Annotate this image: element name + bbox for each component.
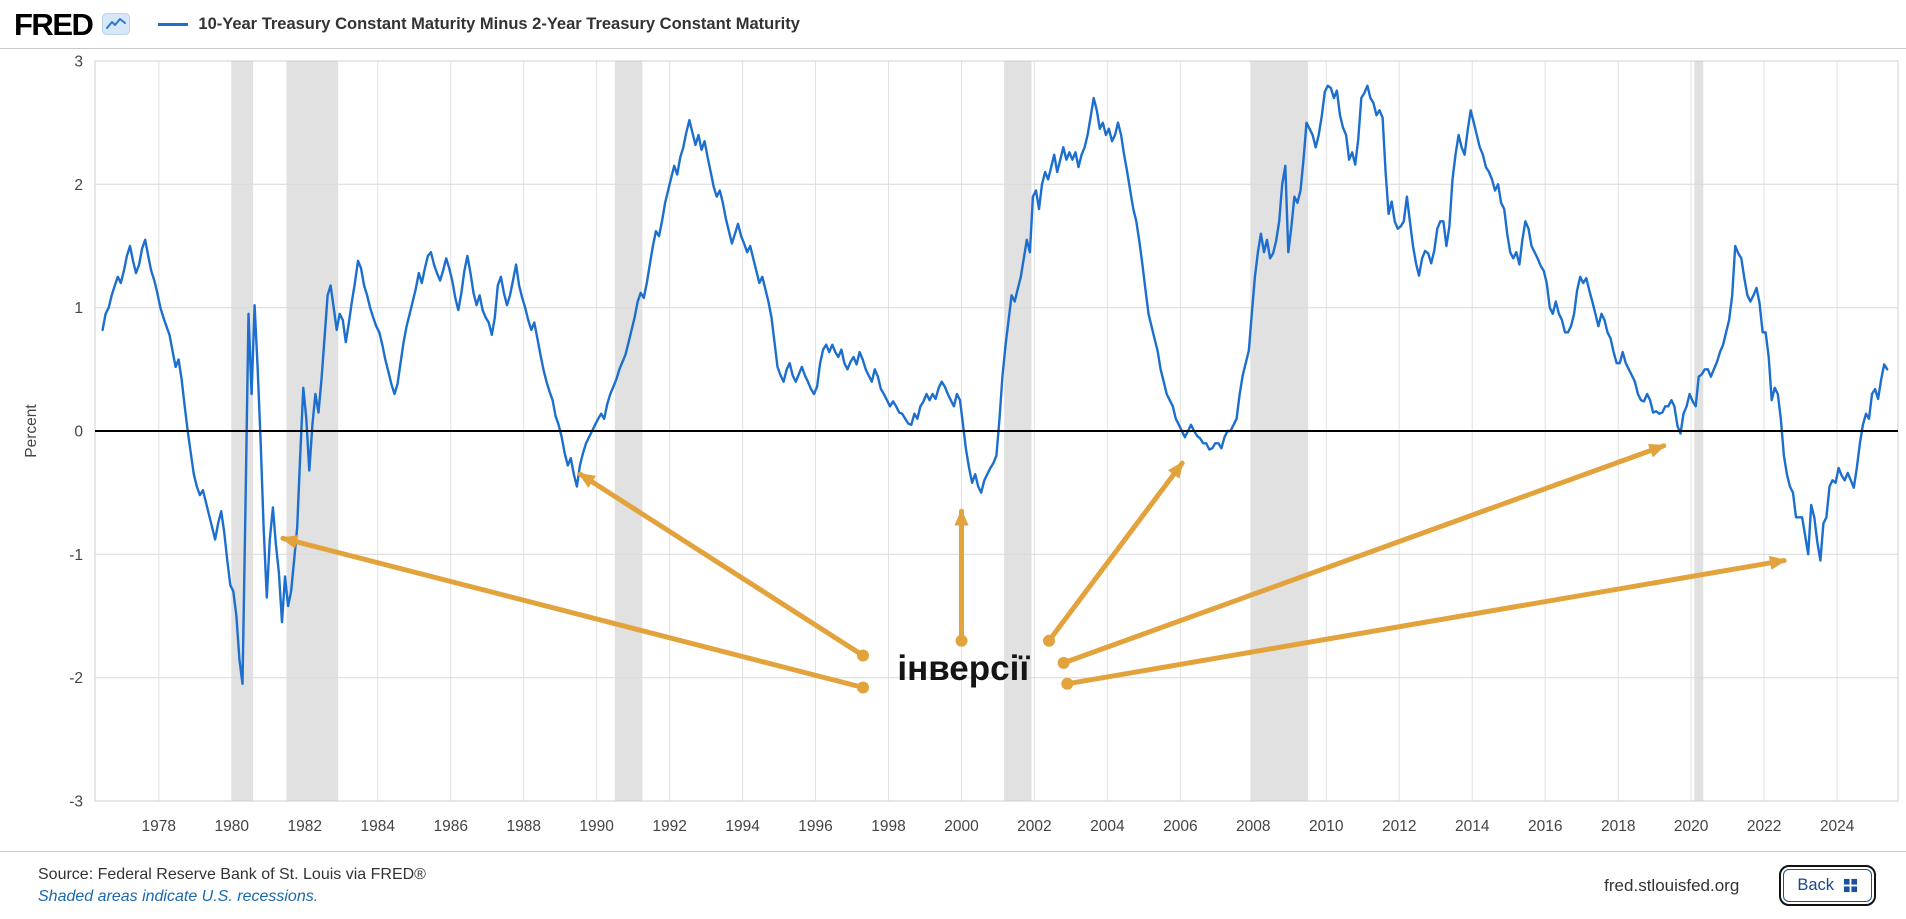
x-tick-label: 1986 <box>433 818 467 835</box>
annotation-arrow <box>1046 460 1185 644</box>
x-tick-label: 1998 <box>871 818 905 835</box>
series-line <box>101 84 1889 685</box>
annotation-arrow <box>1064 555 1787 687</box>
y-tick-label: 1 <box>74 300 83 317</box>
back-button[interactable]: Back <box>1779 865 1876 906</box>
fred-logo-text: FRED <box>14 6 94 42</box>
x-tick-label: 2002 <box>1017 818 1051 835</box>
x-tick-label: 2010 <box>1309 818 1344 835</box>
source-text: Source: Federal Reserve Bank of St. Loui… <box>38 865 426 883</box>
y-tick-label: 0 <box>74 424 83 441</box>
site-url: fred.stlouisfed.org <box>1604 875 1740 895</box>
legend-line-swatch <box>158 22 189 26</box>
y-tick-label: -3 <box>69 794 83 811</box>
annotation-dot <box>1061 677 1074 690</box>
back-icon <box>1843 878 1858 893</box>
x-tick-label: 1996 <box>798 818 832 835</box>
legend: 10-Year Treasury Constant Maturity Minus… <box>158 15 800 34</box>
annotation-label: інверсії <box>897 649 1030 688</box>
x-tick-label: 2006 <box>1163 818 1197 835</box>
y-axis-title: Percent <box>23 404 40 458</box>
x-tick-label: 2004 <box>1090 818 1125 835</box>
x-tick-label: 1982 <box>288 818 322 835</box>
back-button-label: Back <box>1797 876 1834 894</box>
x-tick-label: 2000 <box>944 818 979 835</box>
x-tick-label: 1988 <box>506 818 540 835</box>
y-tick-label: -1 <box>69 547 83 564</box>
y-tick-label: -2 <box>69 670 83 687</box>
annotation-dot <box>1057 656 1070 669</box>
y-tick-label: 2 <box>74 177 83 194</box>
x-tick-label: 2012 <box>1382 818 1416 835</box>
spread-chart[interactable]: 3 2 1 0 -1 -2 -3 1978 1980 1982 1984 1986 1988 1990 19… <box>0 49 1906 851</box>
fred-logo[interactable]: FRED <box>14 6 94 42</box>
x-tick-label: 1990 <box>579 818 614 835</box>
annotation-dot <box>857 681 869 694</box>
x-tick-label: 1992 <box>652 818 686 835</box>
chart-footer: Source: Federal Reserve Bank of St. Loui… <box>0 851 1906 919</box>
x-tick-label: 1978 <box>142 818 176 835</box>
x-tick-label: 2008 <box>1236 818 1270 835</box>
x-tick-label: 2024 <box>1820 818 1855 835</box>
annotation-arrow <box>577 471 866 658</box>
annotation-arrow <box>1061 443 1667 666</box>
annotation-dot <box>857 649 869 662</box>
x-tick-label: 2022 <box>1747 818 1781 835</box>
x-tick-label: 1994 <box>725 818 760 835</box>
chart-header: FRED 10-Year Treasury Constant Maturity … <box>0 0 1906 49</box>
x-tick-label: 1984 <box>360 818 395 835</box>
x-tick-label: 2016 <box>1528 818 1562 835</box>
series-title: 10-Year Treasury Constant Maturity Minus… <box>198 14 800 33</box>
fred-sparkline-icon <box>102 13 131 35</box>
recession-note[interactable]: Shaded areas indicate U.S. recessions. <box>38 887 319 905</box>
annotation-dot <box>1043 634 1055 647</box>
x-tick-label: 2018 <box>1601 818 1635 835</box>
annotation-arrow <box>280 534 866 690</box>
x-tick-label: 2020 <box>1674 818 1709 835</box>
x-tick-label: 2014 <box>1455 818 1490 835</box>
y-tick-label: 3 <box>74 54 83 71</box>
annotation-dot <box>955 634 968 647</box>
x-tick-label: 1980 <box>215 818 250 835</box>
